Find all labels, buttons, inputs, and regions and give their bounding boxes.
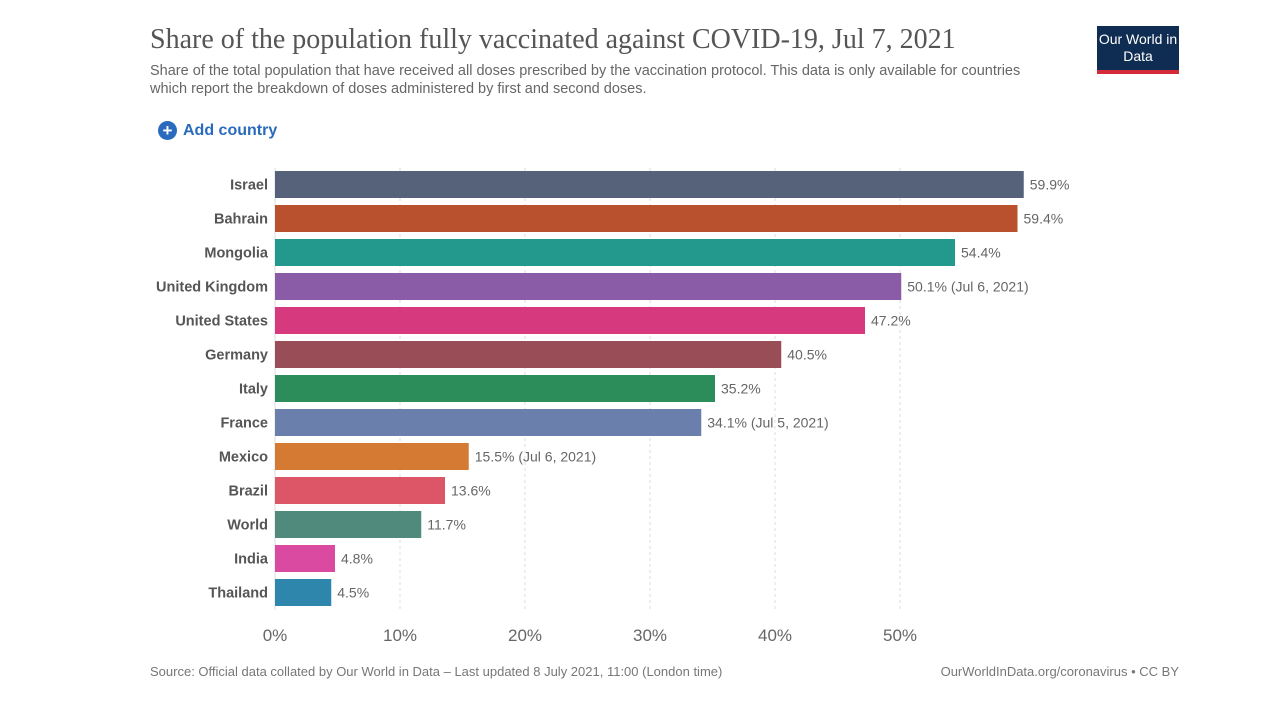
bar-brazil (275, 477, 445, 504)
category-label: Bahrain (214, 212, 268, 228)
bar-india (275, 545, 335, 572)
data-label: 50.1% (Jul 6, 2021) (907, 279, 1028, 295)
data-label: 59.4% (1024, 211, 1064, 227)
add-country-button[interactable]: + Add country (158, 121, 277, 140)
bar-italy (275, 375, 715, 402)
x-tick-label: 20% (508, 626, 542, 645)
chart-title: Share of the population fully vaccinated… (150, 24, 956, 55)
category-label: Germany (205, 348, 268, 364)
data-label: 34.1% (Jul 5, 2021) (707, 415, 828, 431)
category-label: Thailand (208, 586, 268, 602)
category-label: Brazil (229, 484, 269, 500)
data-label: 15.5% (Jul 6, 2021) (475, 449, 596, 465)
category-label: United States (175, 314, 268, 330)
bar-united-kingdom (275, 273, 902, 300)
data-label: 4.5% (337, 585, 369, 601)
source-note: Source: Official data collated by Our Wo… (150, 664, 723, 679)
x-tick-label: 40% (758, 626, 792, 645)
bar-thailand (275, 579, 332, 606)
add-country-label: Add country (183, 121, 278, 139)
category-label: World (227, 518, 268, 534)
bar-france (275, 409, 702, 436)
data-label: 54.4% (961, 245, 1001, 261)
category-label: United Kingdom (156, 280, 268, 296)
data-label: 35.2% (721, 381, 761, 397)
x-tick-label: 0% (263, 626, 288, 645)
source-link[interactable]: OurWorldInData.org/coronavirus • CC BY (940, 664, 1179, 679)
category-label: India (234, 552, 269, 568)
bar-israel (275, 171, 1024, 198)
category-label: France (220, 416, 268, 432)
bar-world (275, 511, 422, 538)
data-label: 40.5% (787, 347, 827, 363)
plus-circle-icon: + (158, 121, 177, 140)
data-label: 47.2% (871, 313, 911, 329)
category-label: Italy (239, 382, 268, 398)
bar-germany (275, 341, 782, 368)
bar-united-states (275, 307, 865, 334)
bar-mexico (275, 443, 469, 470)
data-label: 13.6% (451, 483, 491, 499)
bar-mongolia (275, 239, 955, 266)
x-tick-label: 50% (883, 626, 917, 645)
x-tick-label: 10% (383, 626, 417, 645)
bar-bahrain (275, 205, 1018, 232)
owid-logo[interactable]: Our World in Data (1097, 26, 1179, 74)
x-tick-label: 30% (633, 626, 667, 645)
category-label: Israel (230, 178, 268, 194)
category-label: Mexico (219, 450, 268, 466)
data-label: 11.7% (427, 517, 466, 533)
data-label: 4.8% (341, 551, 373, 567)
category-label: Mongolia (204, 246, 269, 262)
chart-subtitle: Share of the total population that have … (150, 63, 1021, 97)
data-label: 59.9% (1030, 177, 1070, 193)
